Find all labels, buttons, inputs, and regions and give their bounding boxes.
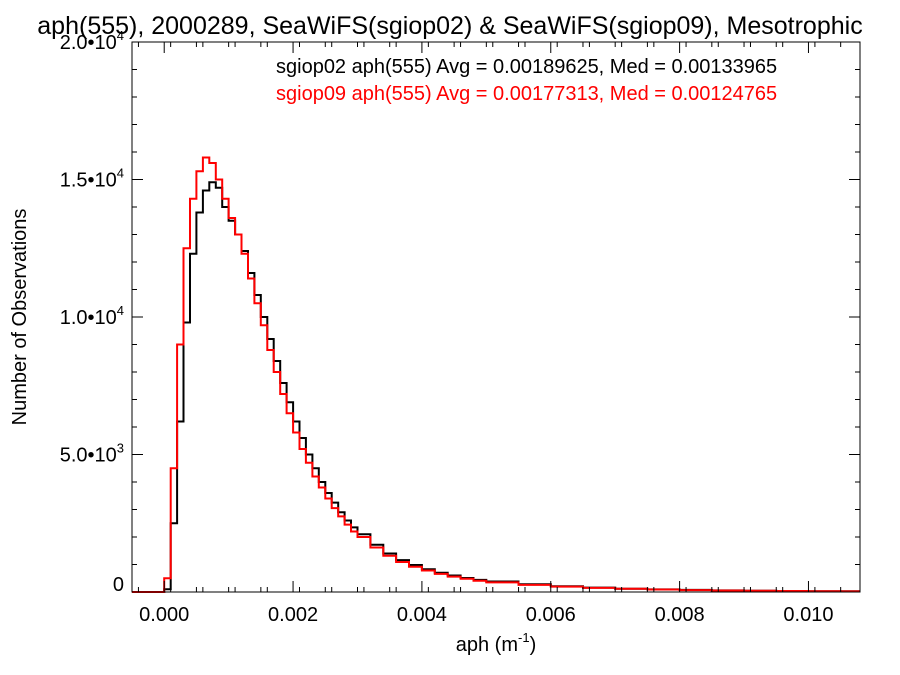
- y-tick-label-4: 2.0•104: [60, 28, 124, 54]
- y-tick-label-1: 5.0•103: [60, 441, 124, 467]
- x-axis-label-close: ): [530, 634, 537, 656]
- x-tick-label-0: 0.000: [139, 604, 189, 626]
- y-axis-label: Number of Observations: [9, 209, 31, 426]
- x-axis: 0.000 0.002 0.004 0.006 0.008 0.010: [137, 42, 842, 626]
- plot-frame: [131, 41, 861, 593]
- x-axis-label: aph (m-1): [456, 630, 536, 656]
- x-tick-label-1: 0.002: [268, 604, 318, 626]
- y-axis: 0 5.0•103 1.0•104 1.5•104 2.0•104: [60, 28, 860, 596]
- x-tick-label-5: 0.010: [783, 604, 833, 626]
- x-axis-label-exponent: -1: [518, 630, 530, 645]
- x-tick-label-3: 0.006: [526, 604, 576, 626]
- y-tick-label-2: 1.0•104: [60, 303, 124, 329]
- y-tick-label-3: 1.5•104: [60, 166, 124, 192]
- legend-stat-sgiop09: sgiop09 aph(555) Avg = 0.00177313, Med =…: [276, 83, 777, 105]
- x-tick-label-4: 0.008: [655, 604, 705, 626]
- legend-stat-sgiop02: sgiop02 aph(555) Avg = 0.00189625, Med =…: [276, 56, 777, 78]
- series-lines: [132, 156, 860, 593]
- chart-title: aph(555), 2000289, SeaWiFS(sgiop02) & Se…: [37, 12, 862, 40]
- series-line-sgiop09: [132, 156, 860, 593]
- x-axis-label-text: aph (m: [456, 634, 518, 656]
- y-tick-label-0: 0: [113, 574, 124, 596]
- x-tick-label-2: 0.004: [397, 604, 447, 626]
